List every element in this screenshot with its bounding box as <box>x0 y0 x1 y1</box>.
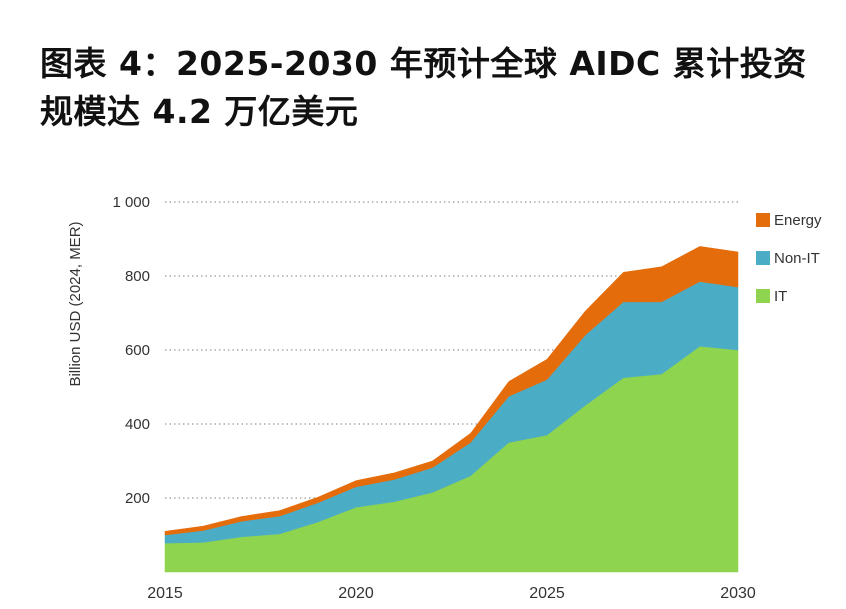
x-tick-label: 2030 <box>720 585 756 602</box>
y-tick-label: 800 <box>125 268 150 285</box>
x-tick-label: 2025 <box>529 585 565 602</box>
page-title: 图表 4：2025-2030 年预计全球 AIDC 累计投资规模达 4.2 万亿… <box>40 44 807 131</box>
y-tick-label: 600 <box>125 342 150 359</box>
area-energy <box>164 246 739 536</box>
legend: Energy Non-IT IT <box>756 212 822 305</box>
legend-label-it: IT <box>774 288 787 305</box>
x-axis-ticks: 2015 2020 2025 2030 <box>147 585 756 602</box>
y-axis-ticks: 200 400 600 800 1 000 <box>112 194 150 507</box>
legend-swatch-energy <box>756 213 770 227</box>
legend-swatch-it <box>756 289 770 303</box>
y-tick-label: 400 <box>125 416 150 433</box>
x-tick-label: 2015 <box>147 585 183 602</box>
area-series <box>164 246 739 573</box>
y-tick-label: 200 <box>125 490 150 507</box>
legend-swatch-non-it <box>756 251 770 265</box>
legend-label-non-it: Non-IT <box>774 250 820 267</box>
y-tick-label: 1 000 <box>112 194 150 211</box>
y-axis-label: Billion USD (2024, MER) <box>67 221 84 386</box>
x-tick-label: 2020 <box>338 585 374 602</box>
legend-label-energy: Energy <box>774 212 822 229</box>
